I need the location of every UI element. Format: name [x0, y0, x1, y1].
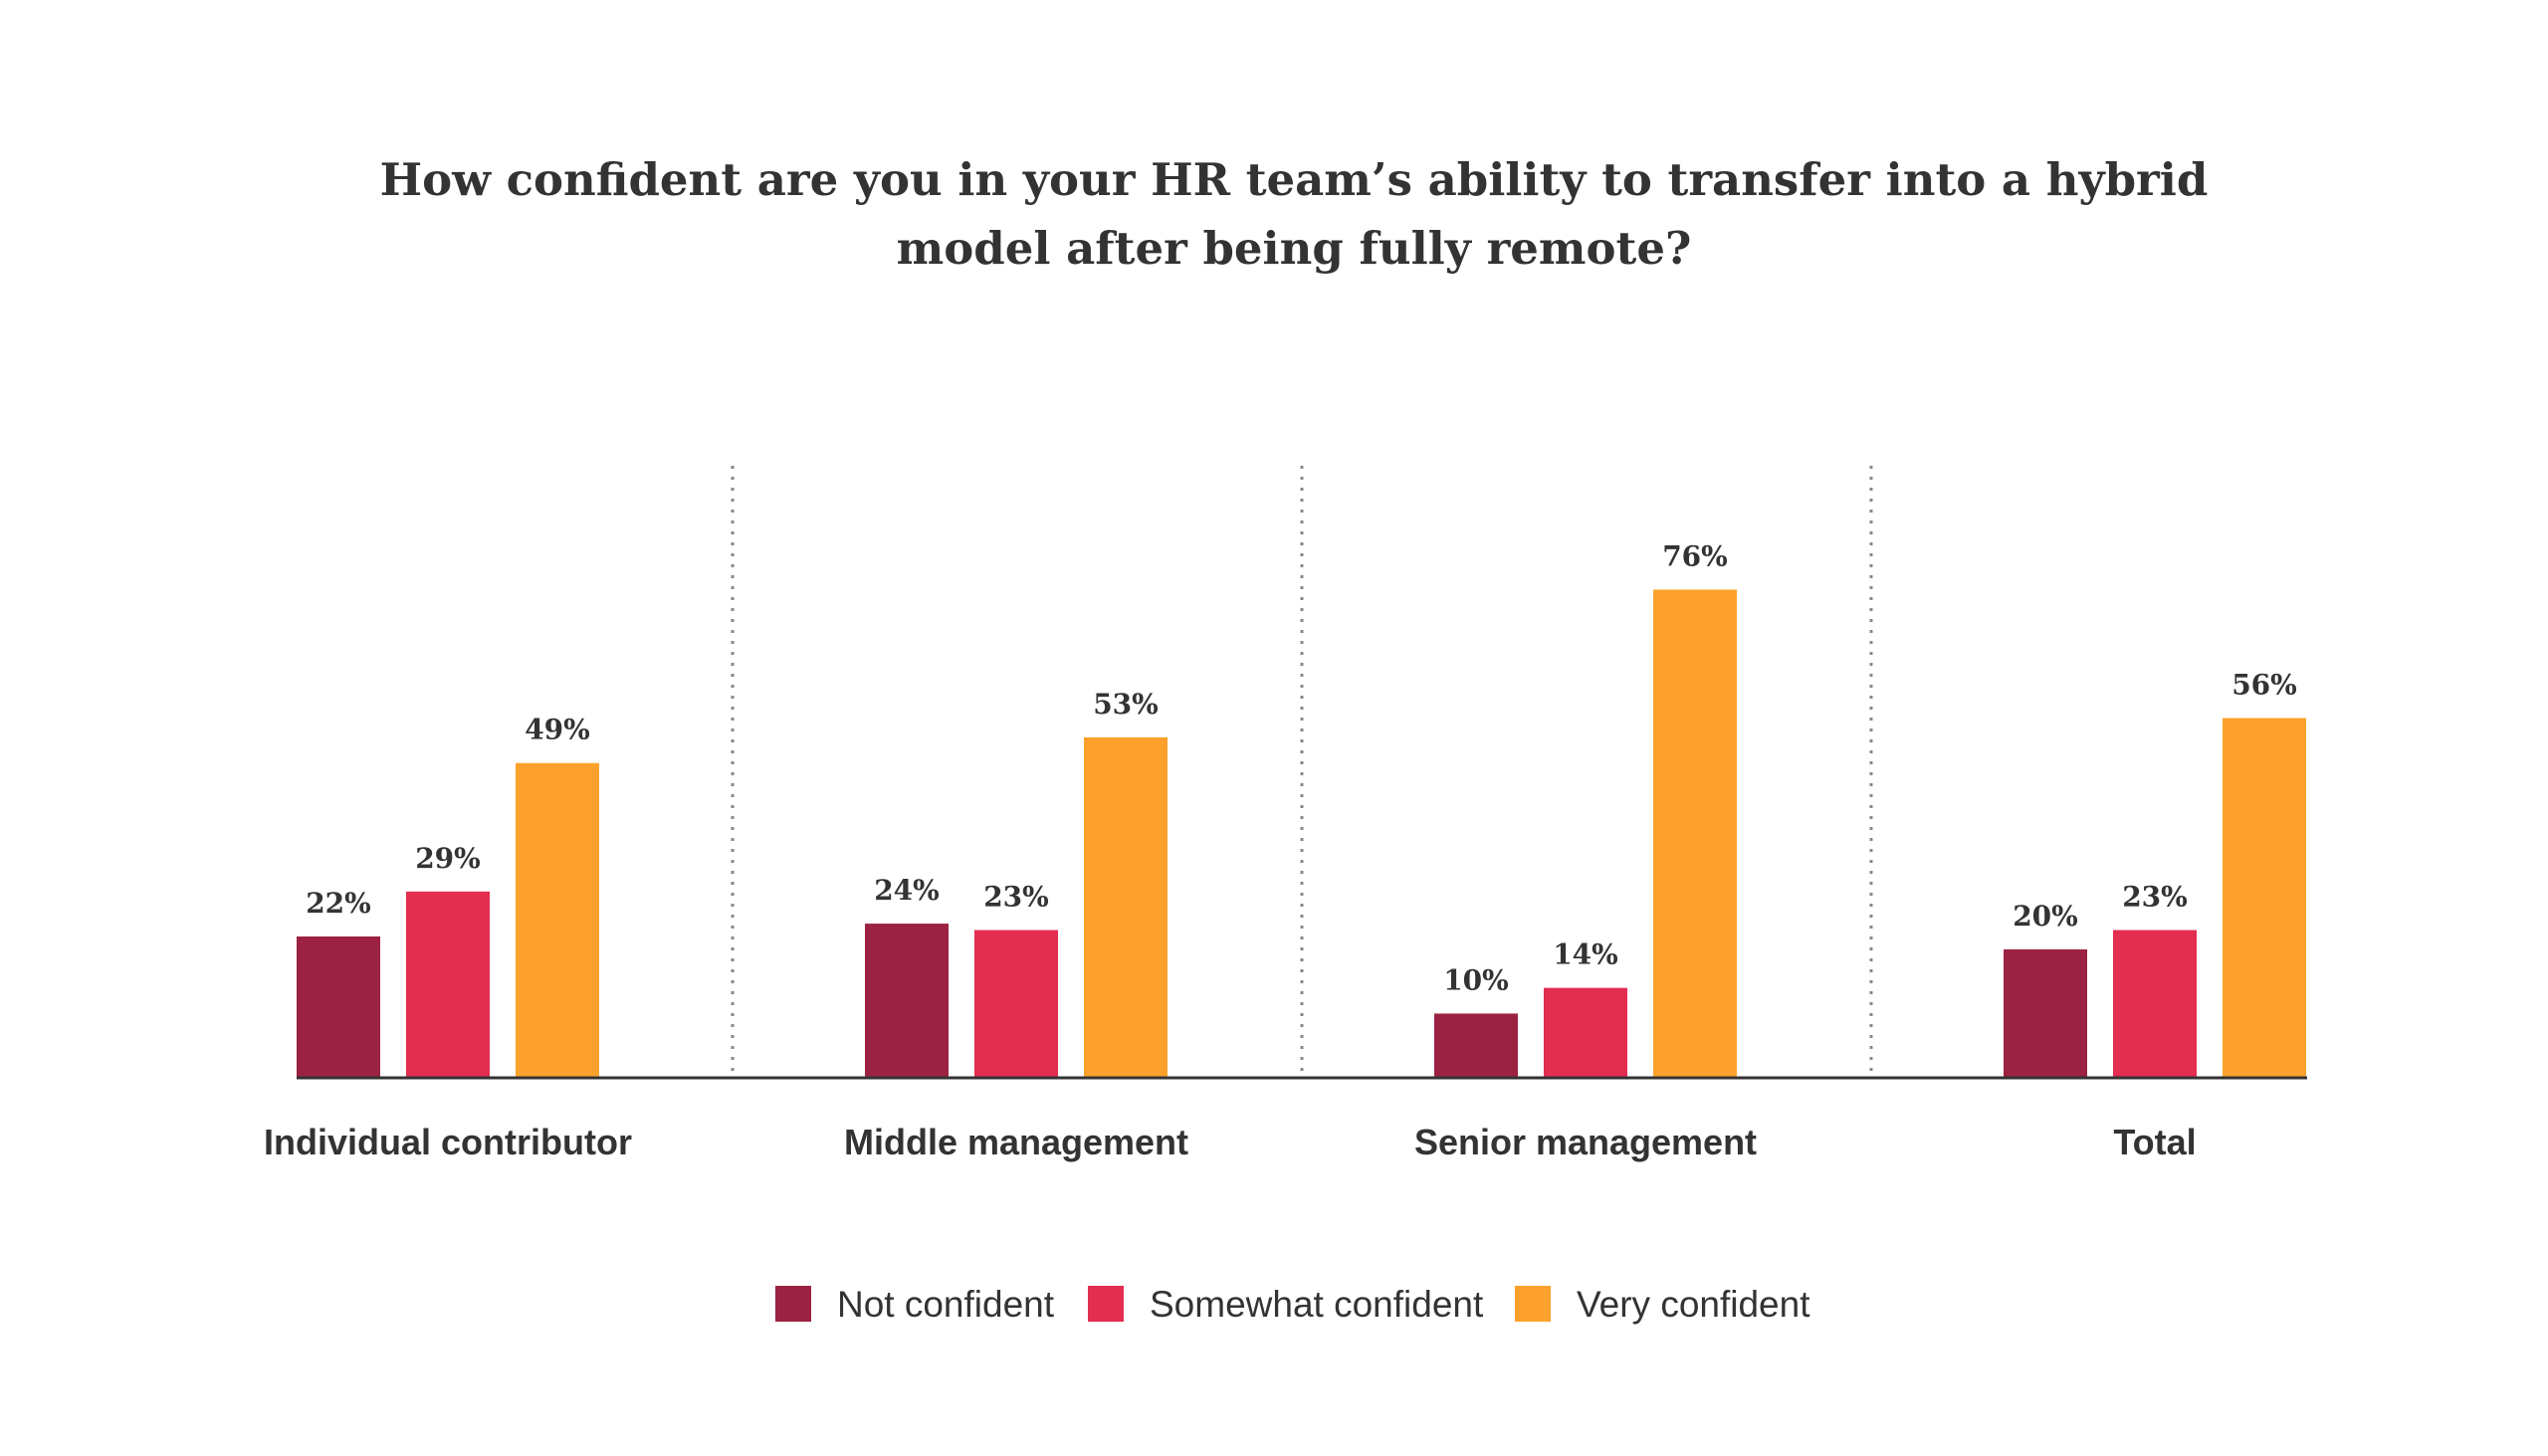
legend-label-somewhat-confident: Somewhat confident [1150, 1284, 1484, 1325]
bar-very-confident-1 [516, 762, 599, 1078]
value-label-somewhat-confident-1: 29% [415, 842, 481, 875]
value-labels-layer: 22% 29% 49% 24% 23% 53% 10% 14% 76% 20% 23% 56% [306, 539, 2297, 996]
category-labels-layer: Individual contributor Middle management S… [264, 1122, 2197, 1162]
value-label-somewhat-confident-4: 23% [2122, 881, 2188, 914]
value-label-not-confident-2: 24% [874, 874, 940, 907]
legend-swatch-very-confident [1515, 1286, 1551, 1322]
legend-swatch-not-confident [775, 1286, 811, 1322]
value-label-very-confident-2: 53% [1093, 688, 1159, 721]
bar-somewhat-confident-2 [974, 930, 1058, 1078]
value-label-somewhat-confident-2: 23% [983, 881, 1049, 914]
bar-very-confident-4 [2223, 718, 2306, 1078]
value-label-not-confident-1: 22% [306, 887, 371, 920]
legend-label-very-confident: Very confident [1577, 1284, 1810, 1325]
category-label-4: Total [2113, 1122, 2196, 1162]
value-label-not-confident-3: 10% [1443, 963, 1509, 996]
bar-not-confident-2 [865, 924, 949, 1078]
bar-not-confident-3 [1434, 1013, 1518, 1078]
value-label-very-confident-4: 56% [2231, 669, 2297, 702]
bar-not-confident-4 [2004, 948, 2087, 1078]
bar-very-confident-3 [1653, 589, 1737, 1078]
legend-swatch-somewhat-confident [1088, 1286, 1124, 1322]
chart-title-line-2: model after being fully remote? [897, 222, 1692, 275]
category-label-1: Individual contributor [264, 1122, 632, 1162]
bars-layer [297, 589, 2306, 1078]
value-label-not-confident-4: 20% [2013, 900, 2078, 933]
bar-somewhat-confident-3 [1544, 987, 1627, 1078]
value-label-very-confident-3: 76% [1662, 539, 1728, 572]
bar-somewhat-confident-1 [406, 891, 490, 1078]
value-label-somewhat-confident-3: 14% [1553, 938, 1618, 971]
category-label-3: Senior management [1414, 1122, 1757, 1162]
bar-not-confident-1 [297, 936, 380, 1078]
legend-label-not-confident: Not confident [837, 1284, 1055, 1325]
value-label-very-confident-1: 49% [525, 714, 590, 746]
chart-title-line-1: How confident are you in your HR team’s … [380, 153, 2209, 206]
category-label-2: Middle management [844, 1122, 1188, 1162]
bar-somewhat-confident-4 [2113, 930, 2197, 1078]
legend: Not confident Somewhat confident Very conf… [775, 1284, 1810, 1325]
bar-very-confident-2 [1084, 736, 1168, 1078]
